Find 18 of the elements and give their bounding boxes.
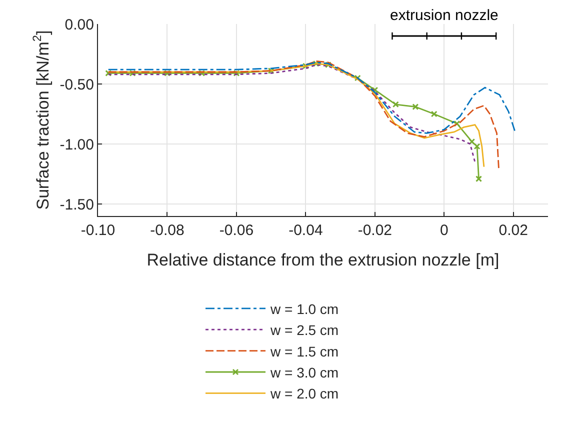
x-axis-title: Relative distance from the extrusion nozzle [m] xyxy=(146,250,500,270)
y-tick-label: 0.00 xyxy=(64,16,94,34)
x-tick-label: -0.02 xyxy=(358,222,392,239)
y-tick-label: -1.00 xyxy=(60,136,94,154)
legend-label: w = 1.0 cm xyxy=(270,300,339,317)
y-tick-label: -1.50 xyxy=(60,196,94,214)
legend-label: w = 3.0 cm xyxy=(270,364,339,380)
legend-label: w = 1.5 cm xyxy=(270,343,339,360)
legend-label: w = 2.5 cm xyxy=(270,322,339,338)
x-tick-label: 0 xyxy=(440,222,448,239)
y-tick-label: -0.50 xyxy=(60,76,94,94)
x-tick-label: -0.06 xyxy=(219,222,254,239)
legend-label: w = 2.0 cm xyxy=(270,386,339,402)
x-tick-label: -0.10 xyxy=(80,222,116,239)
x-tick-label: -0.08 xyxy=(150,222,184,239)
x-tick-label: 0.02 xyxy=(498,222,528,239)
annotation: extrusion nozzle xyxy=(390,7,498,24)
x-tick-label: -0.04 xyxy=(288,222,323,239)
